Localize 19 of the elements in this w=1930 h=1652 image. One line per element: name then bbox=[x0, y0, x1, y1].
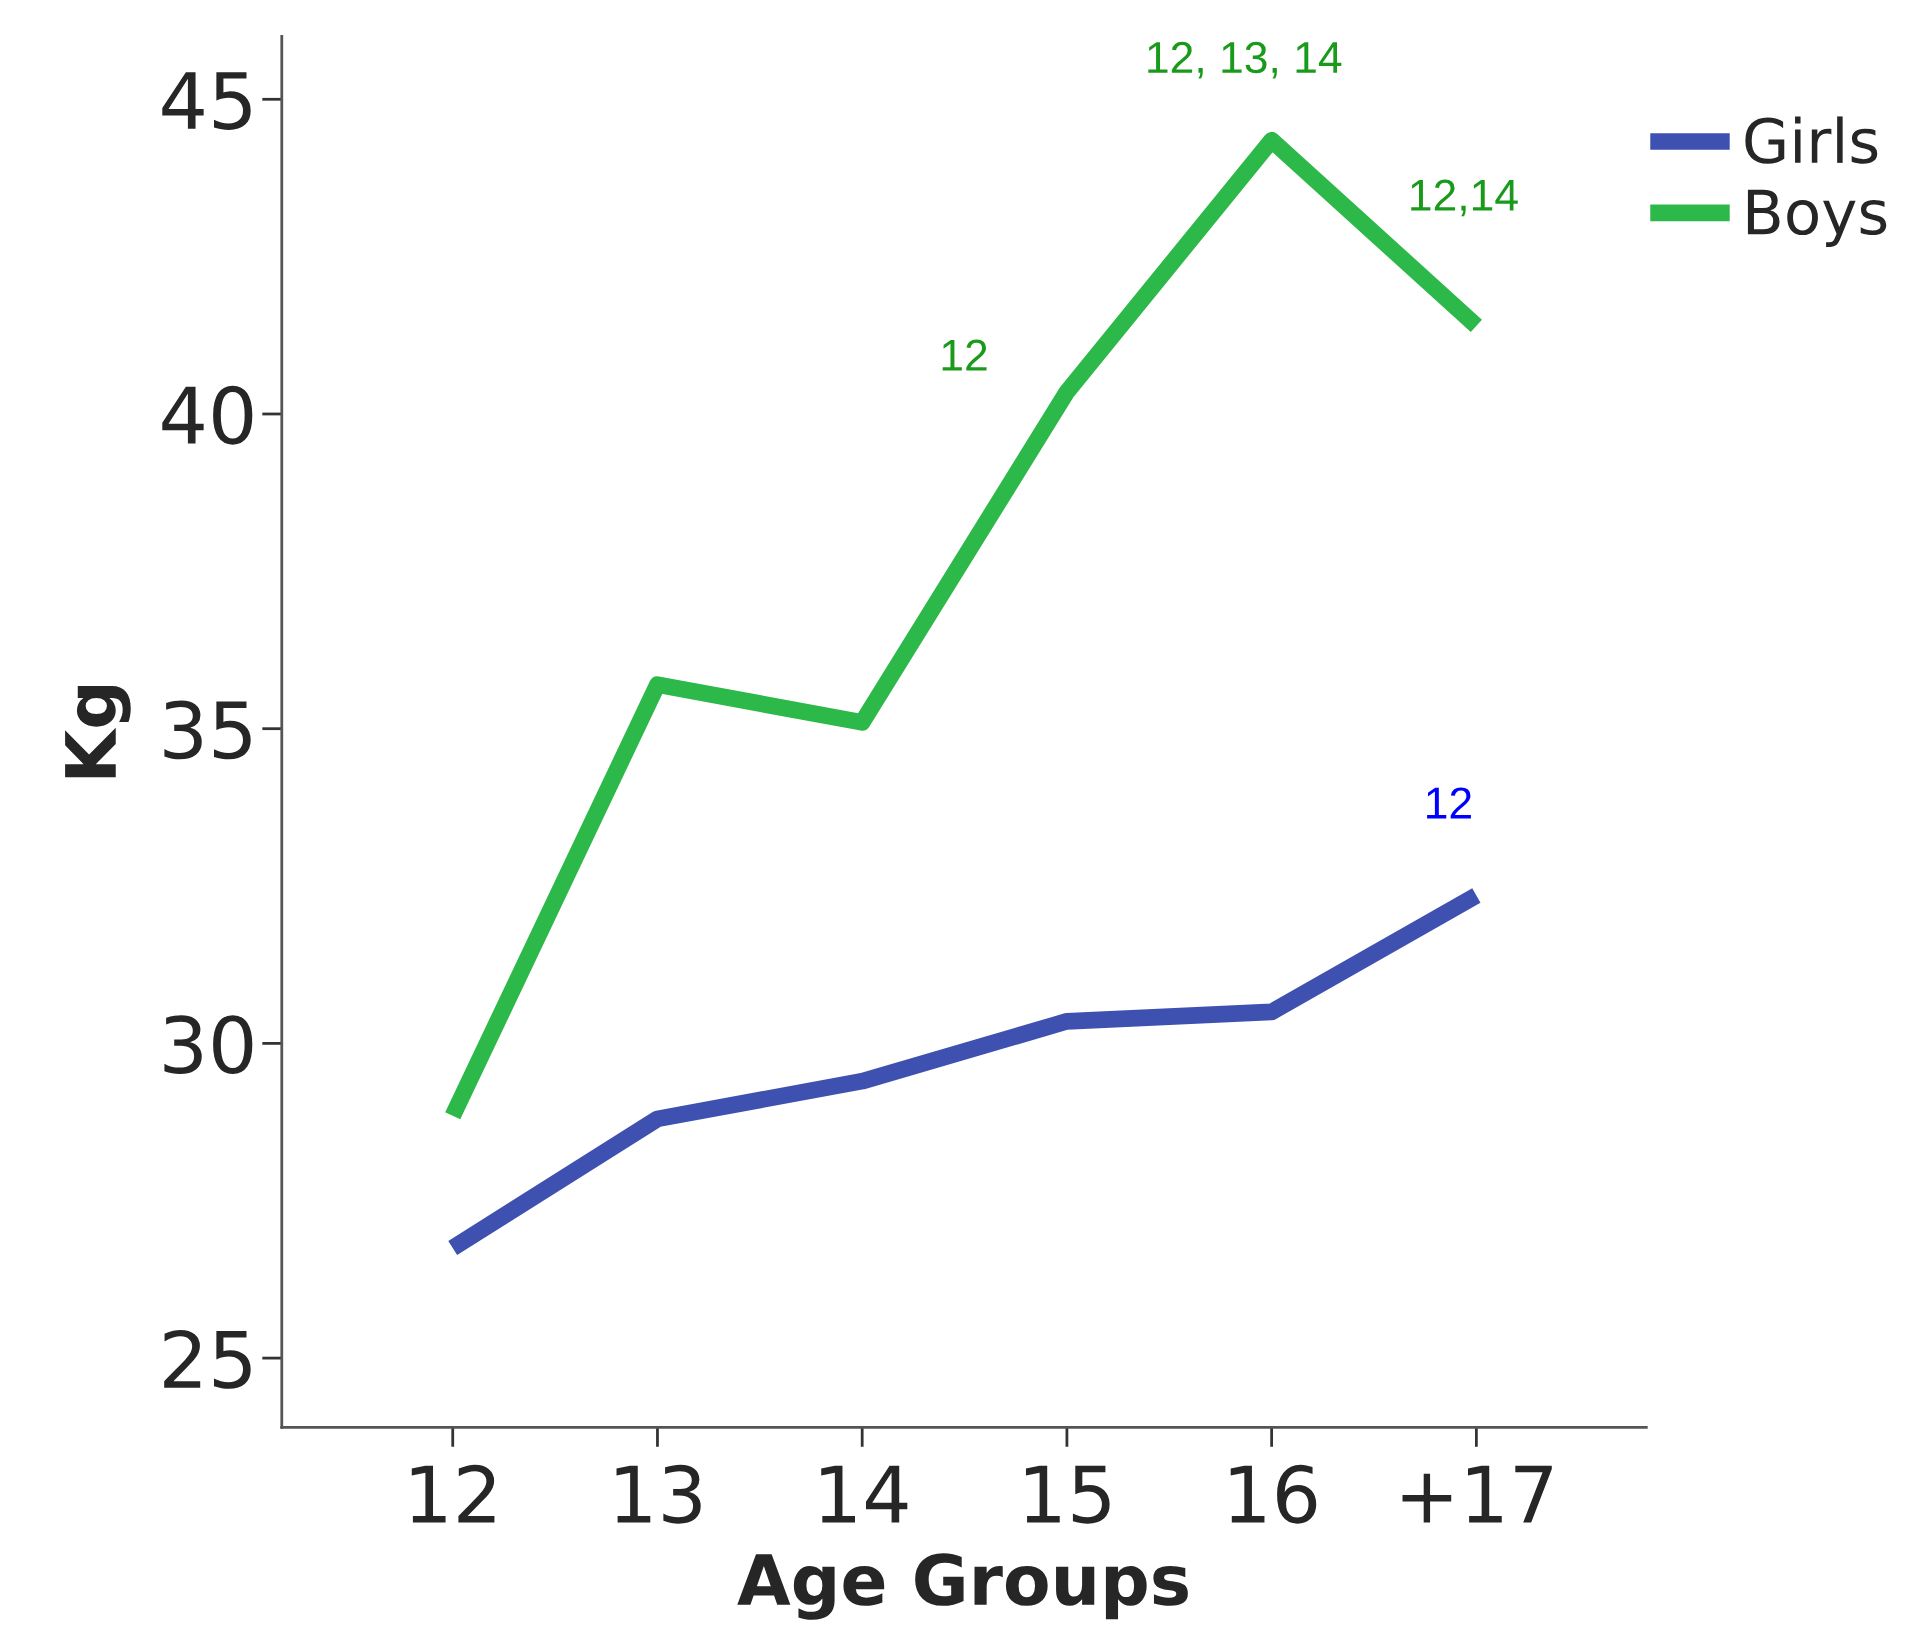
x-tick-label: 15 bbox=[1025, 1465, 1110, 1524]
x-tick-label: 13 bbox=[616, 1464, 701, 1524]
annotation: 12, 13, 14 bbox=[1148, 41, 1342, 79]
legend-label: Girls bbox=[1745, 116, 1878, 164]
annotation: 12 bbox=[942, 339, 987, 371]
legend-label: Boys bbox=[1747, 189, 1887, 247]
y-axis-title: Kg bbox=[65, 685, 131, 778]
y-tick-label: 45 bbox=[162, 72, 251, 130]
x-tick-label: +17 bbox=[1402, 1465, 1552, 1523]
annotation: 12 bbox=[1427, 787, 1471, 819]
x-tick-label: 14 bbox=[821, 1465, 908, 1523]
y-tick-label: 35 bbox=[164, 700, 251, 760]
y-tick-label: 25 bbox=[164, 1329, 251, 1389]
x-tick-label: 16 bbox=[1230, 1464, 1317, 1524]
y-tick-label: 40 bbox=[162, 385, 253, 445]
x-axis-title: Age Groups bbox=[737, 1553, 1188, 1620]
x-tick-label: 12 bbox=[411, 1464, 495, 1523]
annotation: 12,14 bbox=[1411, 179, 1518, 217]
y-tick-label: 30 bbox=[164, 1015, 253, 1075]
